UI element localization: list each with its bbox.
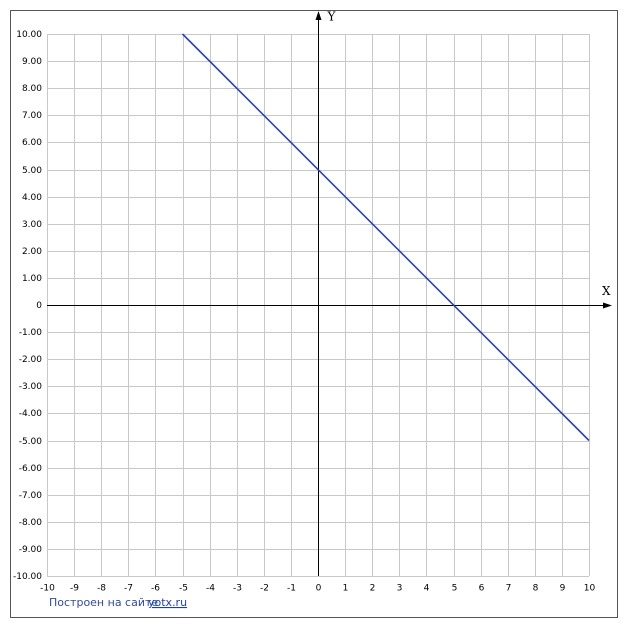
x-tick-label: -2: [260, 584, 269, 594]
x-tick-label: -9: [70, 584, 79, 594]
y-tick-label: -7.00: [19, 491, 43, 501]
y-tick-label: 7.00: [22, 111, 42, 121]
y-tick-label: -8.00: [19, 518, 43, 528]
y-tick-label: 0: [36, 301, 42, 311]
footer-text: Построен на сайте: [49, 596, 158, 609]
x-tick-label: 0: [316, 584, 322, 594]
x-tick-label: 10: [584, 584, 596, 594]
y-tick-label: -1.00: [19, 328, 43, 338]
x-tick-label: -3: [233, 584, 242, 594]
y-tick-label: 8.00: [22, 84, 42, 94]
x-tick-label: 6: [479, 584, 485, 594]
x-tick-label: 5: [452, 584, 458, 594]
y-tick-label: 1.00: [22, 274, 42, 284]
frame: [10, 10, 618, 618]
x-tick-label: -1: [287, 584, 296, 594]
y-axis-arrow: [315, 11, 322, 20]
y-tick-label: 6.00: [22, 138, 42, 148]
x-tick-label: 1: [343, 584, 349, 594]
x-tick-label: 4: [424, 584, 430, 594]
x-tick-label: 9: [560, 584, 566, 594]
y-tick-label: 2.00: [22, 247, 42, 257]
data-line: [181, 33, 590, 442]
y-tick-label: 4.00: [22, 193, 42, 203]
y-tick-label: -2.00: [19, 355, 43, 365]
y-tick-label: 10.00: [16, 30, 42, 40]
x-axis-arrow: [603, 302, 612, 309]
y-tick-label: -6.00: [19, 464, 43, 474]
x-tick-label: 7: [506, 584, 512, 594]
y-tick-label: -3.00: [19, 382, 43, 392]
y-tick-label: 5.00: [22, 166, 42, 176]
y-axis-label: Y: [327, 10, 337, 24]
y-tick-label: 9.00: [22, 57, 42, 67]
x-axis-label: X: [602, 284, 611, 298]
x-tick-label: -7: [124, 584, 133, 594]
marks: [181, 33, 590, 442]
y-tick-label: -10.00: [13, 572, 42, 582]
x-tick-label: -8: [97, 584, 106, 594]
x-tick-label: -10: [40, 584, 55, 594]
y-tick-label: -5.00: [19, 437, 43, 447]
y-tick-label: 3.00: [22, 220, 42, 230]
y-tick-label: -9.00: [19, 545, 43, 555]
x-tick-label: -6: [151, 584, 160, 594]
footer-link[interactable]: yotx.ru: [148, 596, 187, 609]
axes: -10 -9 -8 -7 -6 -5 -4 -3 -2 -1 0 1 2 3 4 5 6 7 8 9 10-10.00-…: [13, 10, 612, 594]
x-tick-label: -5: [179, 584, 188, 594]
y-tick-label: -4.00: [19, 409, 43, 419]
x-tick-label: 2: [370, 584, 376, 594]
x-tick-label: 8: [533, 584, 539, 594]
x-tick-label: 3: [397, 584, 403, 594]
x-tick-label: -4: [206, 584, 215, 594]
